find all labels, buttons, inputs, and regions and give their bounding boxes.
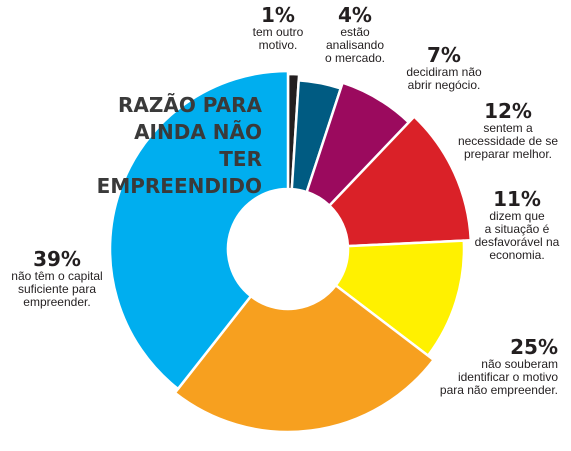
slice-percent: 11% [493, 187, 541, 211]
chart-title-line-1: RAZÃO PARA [117, 93, 262, 117]
slice-description: dizem que a situação é desfavorável na e… [474, 209, 560, 262]
slice-economy [334, 239, 466, 357]
slice-percent: 1% [261, 3, 295, 27]
slice-percent: 25% [510, 335, 558, 359]
slice-prepare-better [328, 115, 473, 248]
slice-description: decidiram não abrir negócio. [406, 65, 482, 92]
slice-label-economy: 11% dizem que a situação é desfavorável … [467, 188, 567, 262]
slice-description: tem outro motivo. [252, 25, 304, 52]
slice-percent: 7% [427, 43, 461, 67]
chart-title: RAZÃO PARA AINDA NÃO TER EMPREENDIDO [92, 92, 262, 200]
slice-label-unknown-reason: 25% não souberam identificar o motivo pa… [400, 336, 558, 397]
slice-label-analyzing-market: 4% estão analisando o mercado. [312, 4, 398, 65]
slice-unknown-reason [173, 284, 435, 434]
slice-label-decided-not: 7% decidiram não abrir negócio. [394, 44, 494, 92]
slice-percent: 4% [338, 3, 372, 27]
slice-percent: 12% [484, 99, 532, 123]
slice-description: estão analisando o mercado. [324, 25, 386, 65]
slice-description: sentem a necessidade de se preparar melh… [457, 121, 559, 161]
slice-description: não têm o capital suficiente para empree… [11, 269, 103, 309]
slice-no-capital [108, 69, 290, 391]
slice-label-prepare-better: 12% sentem a necessidade de se preparar … [452, 100, 564, 161]
slice-label-other-reason: 1% tem outro motivo. [243, 4, 313, 52]
slice-percent: 39% [33, 247, 81, 271]
slice-description: não souberam identificar o motivo para n… [439, 357, 558, 397]
chart-title-line-3: EMPREENDIDO [96, 174, 262, 198]
chart-title-line-2: AINDA NÃO TER [134, 120, 262, 171]
slice-label-no-capital: 39% não têm o capital suficiente para em… [2, 248, 112, 309]
